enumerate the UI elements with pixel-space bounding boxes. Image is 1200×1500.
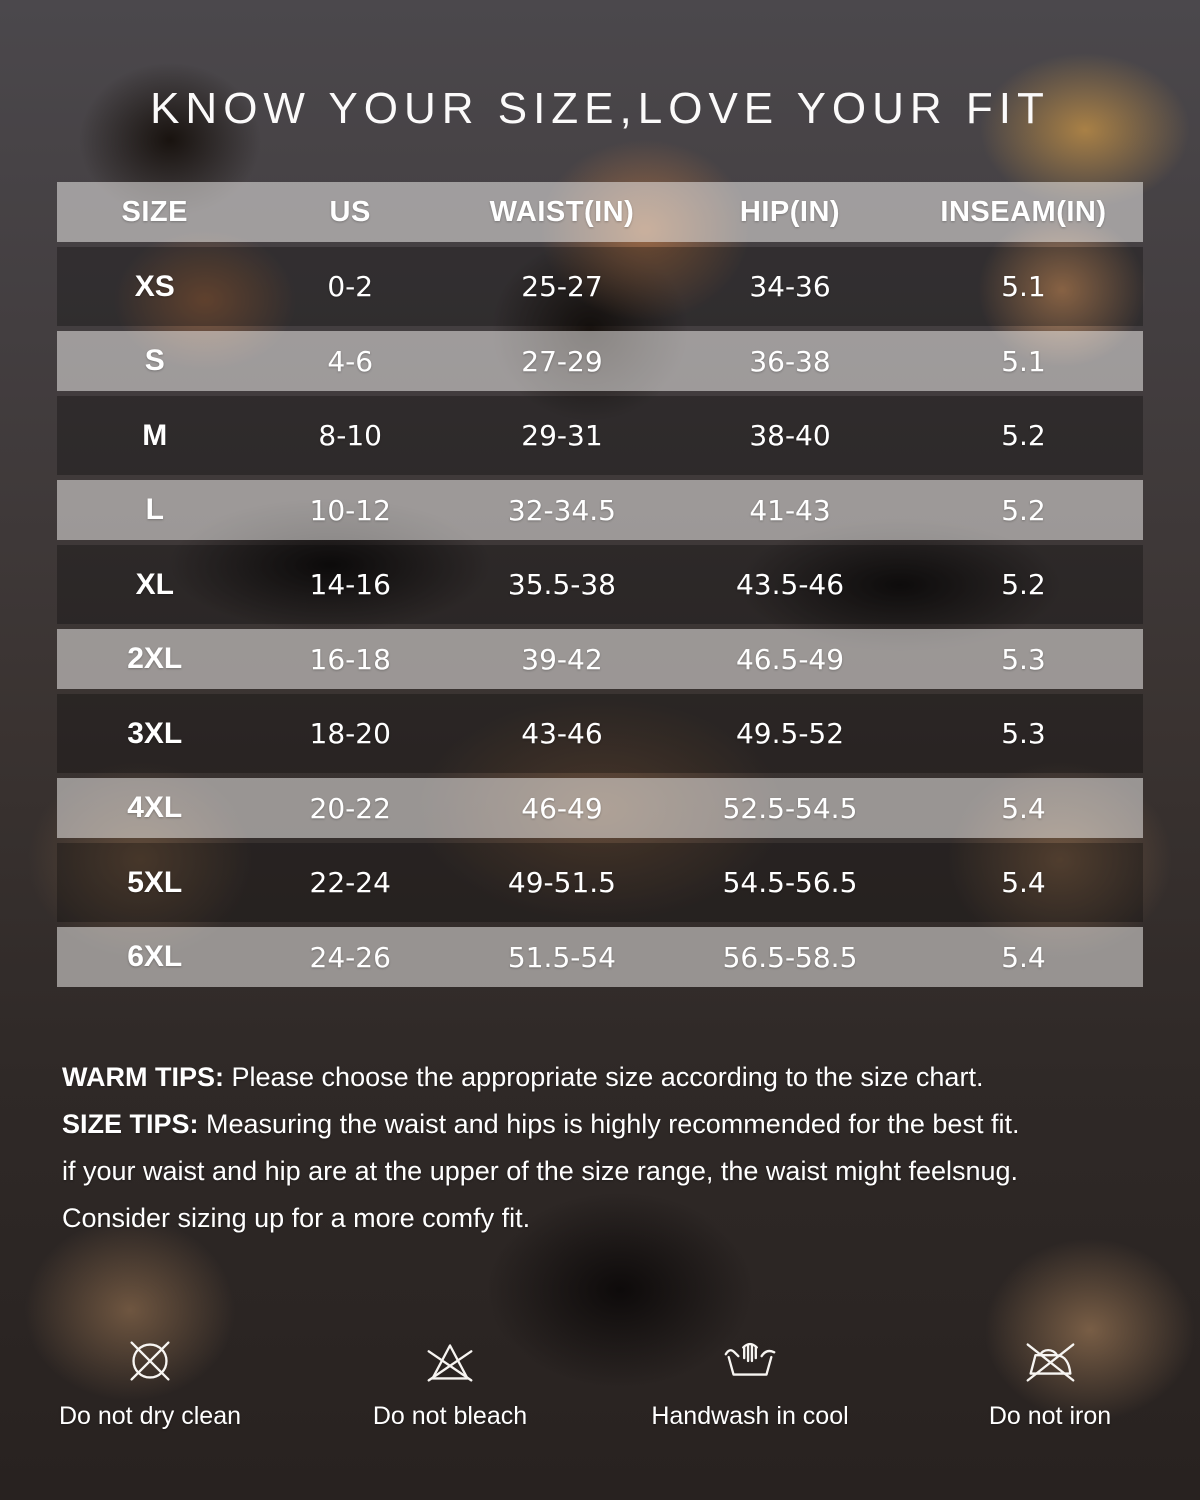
cell-us: 22-24 (309, 866, 391, 899)
handwash-icon (724, 1342, 776, 1376)
cell-waist: 39-42 (521, 642, 603, 676)
cell-us: 4-6 (327, 344, 374, 378)
care-item-bleach: Do not bleach (300, 1330, 600, 1431)
size-table: SIZE US WAIST(IN) HIP(IN) INSEAM(IN) XS … (57, 182, 1143, 987)
tips-section: WARM TIPS: Please choose the appropriate… (62, 1054, 1142, 1242)
size-tips-line: SIZE TIPS: Measuring the waist and hips … (62, 1101, 1142, 1148)
cell-waist: 27-29 (521, 344, 603, 378)
table-row-5xl: 5XL 22-24 49-51.5 54.5-56.5 5.4 (57, 843, 1143, 922)
table-header-row: SIZE US WAIST(IN) HIP(IN) INSEAM(IN) (57, 182, 1143, 242)
cell-inseam: 5.2 (1001, 568, 1046, 601)
table-row-3xl: 3XL 18-20 43-46 49.5-52 5.3 (57, 694, 1143, 773)
table-row-xs: XS 0-2 25-27 34-36 5.1 (57, 247, 1143, 326)
cell-inseam: 5.4 (1001, 866, 1046, 899)
cell-waist: 46-49 (521, 791, 603, 825)
cell-hip: 41-43 (749, 493, 831, 527)
cell-hip: 36-38 (749, 344, 831, 378)
table-row-4xl: 4XL 20-22 46-49 52.5-54.5 5.4 (57, 778, 1143, 838)
column-header-us: US (329, 195, 371, 228)
care-instructions: Do not dry clean Do not bleach Handwash … (0, 1330, 1200, 1431)
warm-tips-label: WARM TIPS: (62, 1062, 224, 1092)
do-not-iron-icon (1026, 1343, 1075, 1382)
cell-waist: 29-31 (521, 419, 603, 452)
cell-size: M (142, 418, 168, 452)
cell-hip: 38-40 (749, 419, 831, 452)
cell-waist: 51.5-54 (507, 940, 616, 974)
cell-size: 6XL (127, 940, 183, 973)
cell-size: XS (134, 269, 175, 303)
cell-waist: 43-46 (521, 717, 603, 750)
cell-inseam: 5.3 (1001, 717, 1046, 750)
care-label: Do not dry clean (58, 1402, 242, 1430)
cell-hip: 54.5-56.5 (722, 866, 858, 899)
table-row-m: M 8-10 29-31 38-40 5.2 (57, 396, 1143, 475)
cell-us: 18-20 (309, 717, 391, 750)
cell-hip: 46.5-49 (735, 642, 845, 676)
cell-waist: 32-34.5 (507, 493, 616, 527)
care-label: Do not bleach (372, 1402, 528, 1430)
cell-us: 14-16 (309, 568, 391, 601)
column-header-hip: HIP(IN) (739, 195, 841, 228)
cell-hip: 52.5-54.5 (722, 791, 858, 825)
cell-size: 5XL (127, 865, 183, 899)
tips-line-4: Consider sizing up for a more comfy fit. (62, 1203, 531, 1233)
cell-waist: 35.5-38 (507, 568, 616, 601)
care-item-iron: Do not iron (900, 1330, 1200, 1431)
table-row-l: L 10-12 32-34.5 41-43 5.2 (57, 480, 1143, 540)
size-tips-label: SIZE TIPS: (62, 1109, 199, 1139)
cell-waist: 25-27 (521, 270, 603, 303)
tips-line-3: if your waist and hip are at the upper o… (62, 1156, 1019, 1186)
cell-size: L (145, 493, 164, 526)
cell-us: 0-2 (327, 270, 374, 303)
table-row-2xl: 2XL 16-18 39-42 46.5-49 5.3 (57, 629, 1143, 689)
cell-hip: 56.5-58.5 (722, 940, 858, 974)
cell-hip: 34-36 (749, 270, 831, 303)
cell-hip: 43.5-46 (735, 568, 845, 601)
table-row-6xl: 6XL 24-26 51.5-54 56.5-58.5 5.4 (57, 927, 1143, 987)
column-header-size: SIZE (121, 195, 188, 228)
cell-us: 10-12 (309, 493, 391, 527)
cell-inseam: 5.1 (1001, 344, 1046, 378)
cell-inseam: 5.3 (1001, 642, 1046, 676)
cell-inseam: 5.2 (1001, 493, 1046, 527)
cell-size: 2XL (127, 642, 183, 675)
cell-waist: 49-51.5 (507, 866, 616, 899)
column-header-waist: WAIST(IN) (489, 195, 635, 228)
do-not-bleach-icon (427, 1344, 473, 1382)
care-label: Handwash in cool (651, 1402, 849, 1430)
cell-hip: 49.5-52 (735, 717, 845, 750)
cell-inseam: 5.1 (1001, 270, 1046, 303)
do-not-dry-clean-icon (130, 1341, 170, 1381)
table-row-xl: XL 14-16 35.5-38 43.5-46 5.2 (57, 545, 1143, 624)
cell-size: XL (135, 567, 174, 601)
cell-inseam: 5.4 (1001, 940, 1046, 974)
column-header-inseam: INSEAM(IN) (940, 195, 1107, 228)
cell-us: 24-26 (309, 940, 391, 974)
cell-size: 3XL (127, 716, 183, 750)
cell-size: S (144, 344, 165, 377)
table-row-s: S 4-6 27-29 36-38 5.1 (57, 331, 1143, 391)
care-label: Do not iron (988, 1402, 1112, 1430)
cell-inseam: 5.2 (1001, 419, 1046, 452)
care-item-dry-clean: Do not dry clean (0, 1330, 300, 1431)
cell-us: 8-10 (318, 419, 382, 452)
warm-tips-line: WARM TIPS: Please choose the appropriate… (62, 1054, 1142, 1101)
page-title: KNOW YOUR SIZE,LOVE YOUR FIT (150, 84, 1050, 133)
cell-size: 4XL (127, 791, 183, 824)
size-tips-text: Measuring the waist and hips is highly r… (198, 1109, 1020, 1139)
cell-us: 16-18 (309, 642, 391, 676)
cell-inseam: 5.4 (1001, 791, 1046, 825)
care-item-handwash: Handwash in cool (600, 1330, 900, 1431)
cell-us: 20-22 (309, 791, 391, 825)
warm-tips-text: Please choose the appropriate size accor… (224, 1062, 984, 1092)
